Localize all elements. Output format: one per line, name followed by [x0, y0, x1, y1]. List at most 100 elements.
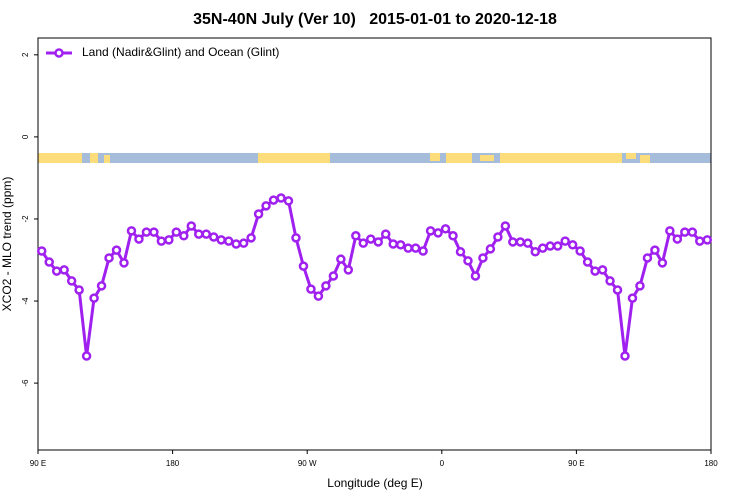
point — [395, 240, 406, 250]
point — [179, 231, 189, 241]
point — [530, 247, 541, 257]
land — [640, 155, 650, 163]
point — [313, 291, 324, 301]
point — [283, 196, 294, 206]
point — [455, 247, 466, 257]
legend-label: Land (Nadir&Glint) and Ocean (Glint) — [82, 45, 279, 59]
point — [351, 231, 361, 241]
point — [126, 226, 137, 236]
point — [119, 258, 129, 268]
point — [523, 238, 533, 248]
point — [336, 254, 346, 264]
point — [605, 276, 615, 286]
point — [493, 232, 503, 242]
point — [156, 236, 167, 246]
point — [81, 351, 92, 361]
point — [620, 351, 630, 361]
x-tick-label: 90 W — [298, 459, 317, 468]
plot-frame — [37, 37, 712, 451]
point — [186, 221, 197, 231]
point — [238, 238, 249, 248]
point — [36, 246, 47, 256]
x-tick-label: 90 E — [568, 459, 584, 468]
point — [358, 238, 369, 248]
legend-marker — [54, 48, 64, 58]
point — [612, 285, 623, 295]
point — [321, 281, 331, 291]
point — [433, 228, 443, 238]
y-tick-label: -2 — [21, 215, 30, 223]
land — [38, 153, 82, 163]
point — [597, 265, 608, 275]
y-tick-label: -4 — [21, 297, 30, 305]
point — [171, 227, 182, 237]
chart-title: 35N-40N July (Ver 10) 2015-01-01 to 2020… — [193, 11, 557, 28]
point — [500, 221, 511, 231]
point — [208, 232, 219, 242]
point — [627, 293, 638, 303]
point — [268, 195, 279, 205]
point — [567, 240, 578, 250]
point — [231, 239, 241, 249]
land — [500, 153, 622, 163]
point — [575, 246, 585, 256]
land — [90, 153, 98, 163]
point — [657, 258, 668, 268]
point — [635, 281, 645, 291]
point — [253, 209, 264, 219]
point — [650, 245, 660, 255]
point — [223, 236, 234, 246]
point — [478, 253, 488, 263]
point — [194, 229, 204, 239]
y-tick-label: 0 — [21, 134, 30, 139]
point — [470, 271, 481, 281]
y-tick-label: -6 — [21, 379, 30, 387]
point — [425, 226, 436, 236]
x-axis-label: Longitude (deg E) — [327, 476, 422, 490]
point — [111, 245, 122, 255]
point — [560, 236, 570, 246]
x-tick-label: 90 E — [30, 459, 46, 468]
point — [141, 227, 152, 237]
point — [216, 235, 226, 245]
point — [642, 253, 653, 263]
point — [448, 231, 458, 241]
point — [66, 276, 77, 286]
point — [74, 285, 84, 295]
point — [380, 229, 391, 239]
point — [96, 281, 107, 291]
land — [446, 153, 472, 163]
point — [366, 234, 376, 244]
point — [276, 193, 286, 203]
point — [388, 239, 398, 249]
point — [59, 265, 69, 275]
point — [104, 253, 114, 263]
point — [343, 265, 354, 275]
x-tick-label: 0 — [440, 459, 445, 468]
point — [51, 266, 62, 276]
point — [687, 227, 698, 237]
point — [410, 243, 421, 253]
land-ocean-strip — [38, 153, 711, 163]
point — [590, 266, 600, 276]
point — [515, 237, 526, 247]
point — [403, 243, 413, 253]
point — [680, 227, 690, 237]
land — [430, 153, 440, 161]
point — [702, 235, 713, 245]
point — [582, 257, 593, 267]
point — [373, 237, 383, 247]
point — [538, 243, 548, 253]
point — [89, 293, 99, 303]
x-tick-label: 180 — [166, 459, 180, 468]
point — [201, 229, 211, 239]
point — [545, 241, 555, 251]
y-tick-label: 2 — [21, 52, 30, 57]
point — [463, 256, 473, 266]
point — [306, 284, 316, 294]
point — [695, 236, 705, 246]
point — [164, 235, 174, 245]
point — [44, 257, 54, 267]
point — [298, 261, 309, 271]
